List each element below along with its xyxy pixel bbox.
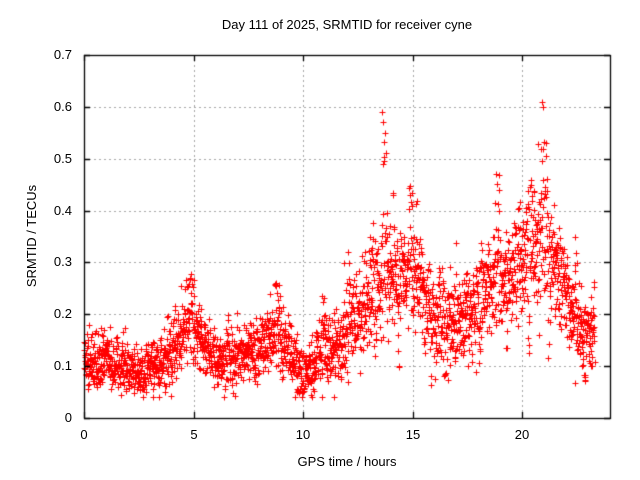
- x-tick-label-0: 0: [80, 427, 88, 442]
- x-tick-label-15: 15: [405, 427, 421, 442]
- x-tick-label-20: 20: [514, 427, 530, 442]
- x-tick-label-10: 10: [295, 427, 311, 442]
- y-tick-label-0: 0: [64, 410, 72, 425]
- y-tick-label-0p7: 0.7: [53, 47, 72, 62]
- x-axis-label: GPS time / hours: [297, 454, 397, 469]
- x-tick-label-5: 5: [190, 427, 198, 442]
- y-tick-label-0p4: 0.4: [53, 203, 72, 218]
- y-tick-label-0p1: 0.1: [53, 358, 72, 373]
- y-tick-label-0p3: 0.3: [53, 254, 72, 269]
- chart-title: Day 111 of 2025, SRMTID for receiver cyn…: [221, 17, 473, 32]
- y-tick-label-0p6: 0.6: [53, 99, 72, 114]
- y-tick-label-0p2: 0.2: [53, 306, 72, 321]
- y-tick-label-0p5: 0.5: [53, 151, 72, 166]
